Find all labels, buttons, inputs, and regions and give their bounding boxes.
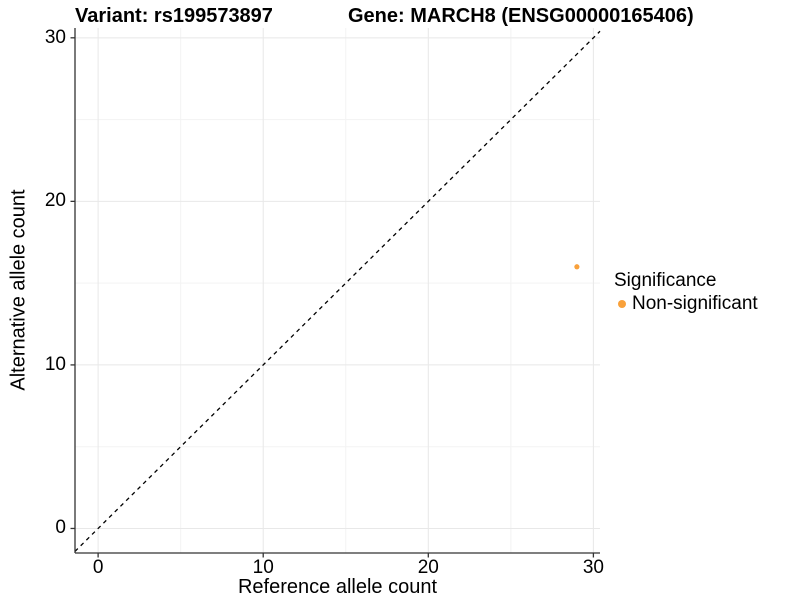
y-tick-label: 10 [44, 353, 66, 375]
x-tick-label: 30 [582, 557, 604, 578]
variant-title: Variant: rs199573897 [75, 5, 273, 27]
data-point [574, 264, 580, 270]
identity-line [74, 30, 601, 552]
legend: Significance Non-significant [614, 269, 758, 315]
x-axis-title: Reference allele count [237, 576, 437, 598]
legend-key-dot-icon [618, 299, 626, 308]
y-tick-label: 30 [44, 26, 66, 48]
y-tick-label: 0 [55, 517, 66, 539]
legend-title: Significance [614, 270, 717, 291]
gene-title: Gene: MARCH8 (ENSG00000165406) [348, 5, 694, 27]
x-tick-label: 20 [417, 557, 439, 578]
x-tick-label: 0 [92, 557, 104, 578]
y-tick-label: 20 [44, 190, 66, 212]
legend-item-non-significant: Non-significant [614, 292, 758, 315]
x-tick-label: 10 [252, 557, 274, 578]
legend-item-label: Non-significant [632, 293, 758, 314]
